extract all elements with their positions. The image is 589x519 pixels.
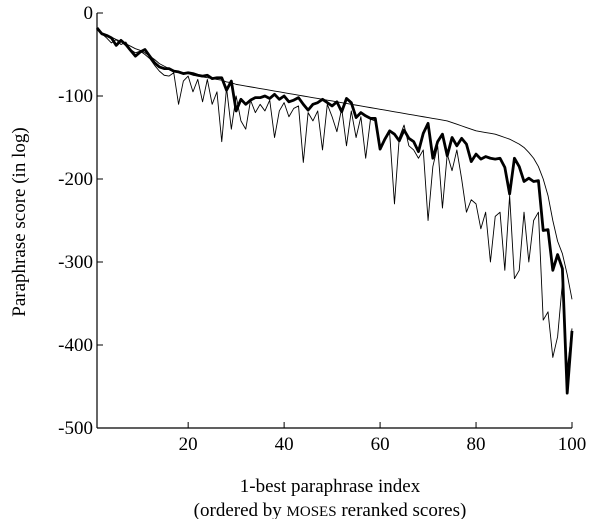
y-axis-title: Paraphrase score (in log) (9, 127, 30, 316)
x-tick-label: 60 (371, 434, 390, 455)
y-tick-label: -200 (58, 169, 93, 190)
y-tick-label: 0 (84, 3, 94, 24)
x-tick-label: 80 (467, 434, 486, 455)
x-tick-label: 40 (275, 434, 294, 455)
x-axis-subtitle: (ordered by MOSES reranked scores) (194, 500, 467, 519)
x-axis-subtitle-suffix: reranked scores) (337, 500, 467, 519)
y-tick-label: -500 (58, 418, 93, 439)
x-axis-subtitle-prefix: (ordered by (194, 500, 287, 519)
axes (96, 13, 572, 429)
y-tick-label: -300 (58, 252, 93, 273)
x-tick-label: 100 (558, 434, 587, 455)
series-layer (95, 27, 574, 395)
series-line-1 (95, 27, 574, 395)
ticks-layer: 0 -100 -200 -300 -400 -500 20 40 60 80 100 (58, 3, 586, 455)
y-tick-label: -400 (58, 335, 93, 356)
series-line-3 (96, 27, 573, 371)
x-axis-title: 1-best paraphrase index (240, 476, 421, 497)
x-tick-label: 20 (179, 434, 198, 455)
y-tick-label: -100 (58, 86, 93, 107)
x-axis-subtitle-smallcaps: MOSES (287, 504, 337, 519)
